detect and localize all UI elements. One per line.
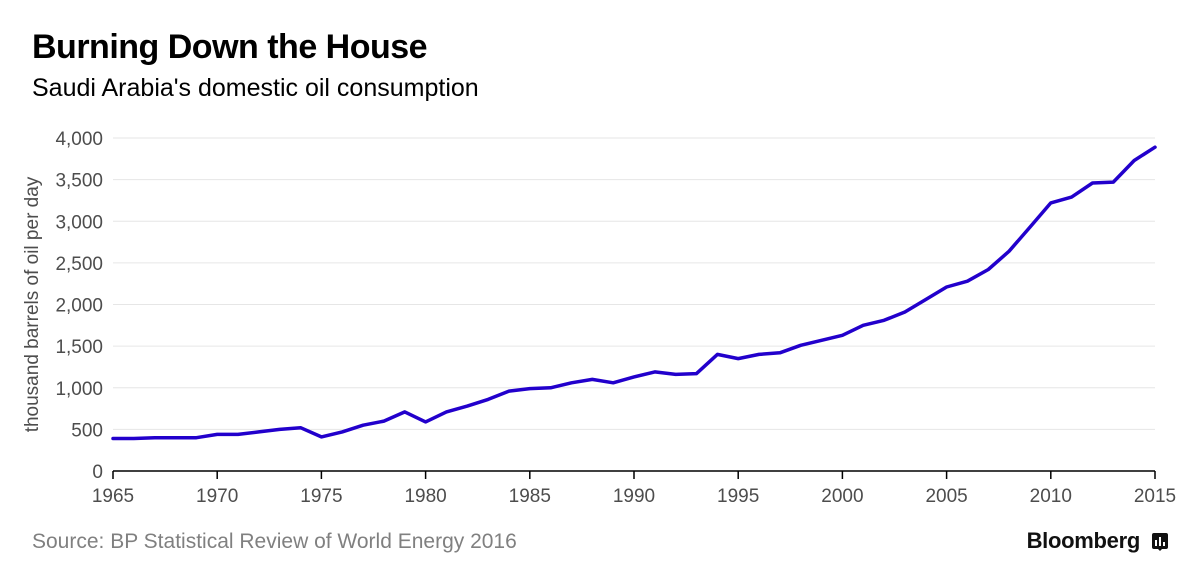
- x-tick-label: 1985: [509, 486, 551, 507]
- x-tick-label: 1980: [404, 486, 446, 507]
- x-axis-ticks: 1965 1970 1975 1980 1985 1990 1995 2000 2005 2010…: [92, 471, 1176, 507]
- y-tick-label: 500: [71, 420, 103, 441]
- gridlines: [113, 137, 1155, 430]
- y-tick-label: 1,000: [55, 379, 103, 400]
- x-tick-label: 1975: [300, 486, 342, 507]
- y-tick-label: 3,500: [55, 171, 103, 192]
- bloomberg-logo-icon: [1152, 533, 1168, 551]
- chart-title: Burning Down the House: [32, 28, 428, 66]
- bloomberg-logo: Bloomberg: [1026, 528, 1141, 553]
- source-note: Source: BP Statistical Review of World E…: [32, 530, 517, 553]
- y-tick-label: 3,000: [55, 212, 103, 233]
- y-tick-label: 2,000: [55, 296, 103, 317]
- y-axis-ticks: 0 500 1,000 1,500 2,000 2,500 3,000 3,500 4,000: [55, 129, 103, 483]
- series-line: [111, 145, 1157, 441]
- x-tick-label: 1965: [92, 486, 134, 507]
- y-tick-label: 2,500: [55, 254, 103, 275]
- y-tick-label: 0: [92, 462, 103, 483]
- x-tick-label: 2000: [821, 486, 863, 507]
- x-tick-label: 2010: [1030, 486, 1072, 507]
- x-tick-label: 1970: [196, 486, 238, 507]
- x-tick-label: 1995: [717, 486, 759, 507]
- x-tick-label: 1990: [613, 486, 655, 507]
- y-tick-label: 1,500: [55, 337, 103, 358]
- x-tick-label: 2005: [925, 486, 967, 507]
- y-axis-label: thousand barrels of oil per day: [22, 176, 43, 432]
- series-group: [111, 145, 1157, 441]
- chart-subtitle: Saudi Arabia's domestic oil consumption: [32, 74, 479, 102]
- x-tick-label: 2015: [1134, 486, 1176, 507]
- y-tick-label: 4,000: [55, 129, 103, 150]
